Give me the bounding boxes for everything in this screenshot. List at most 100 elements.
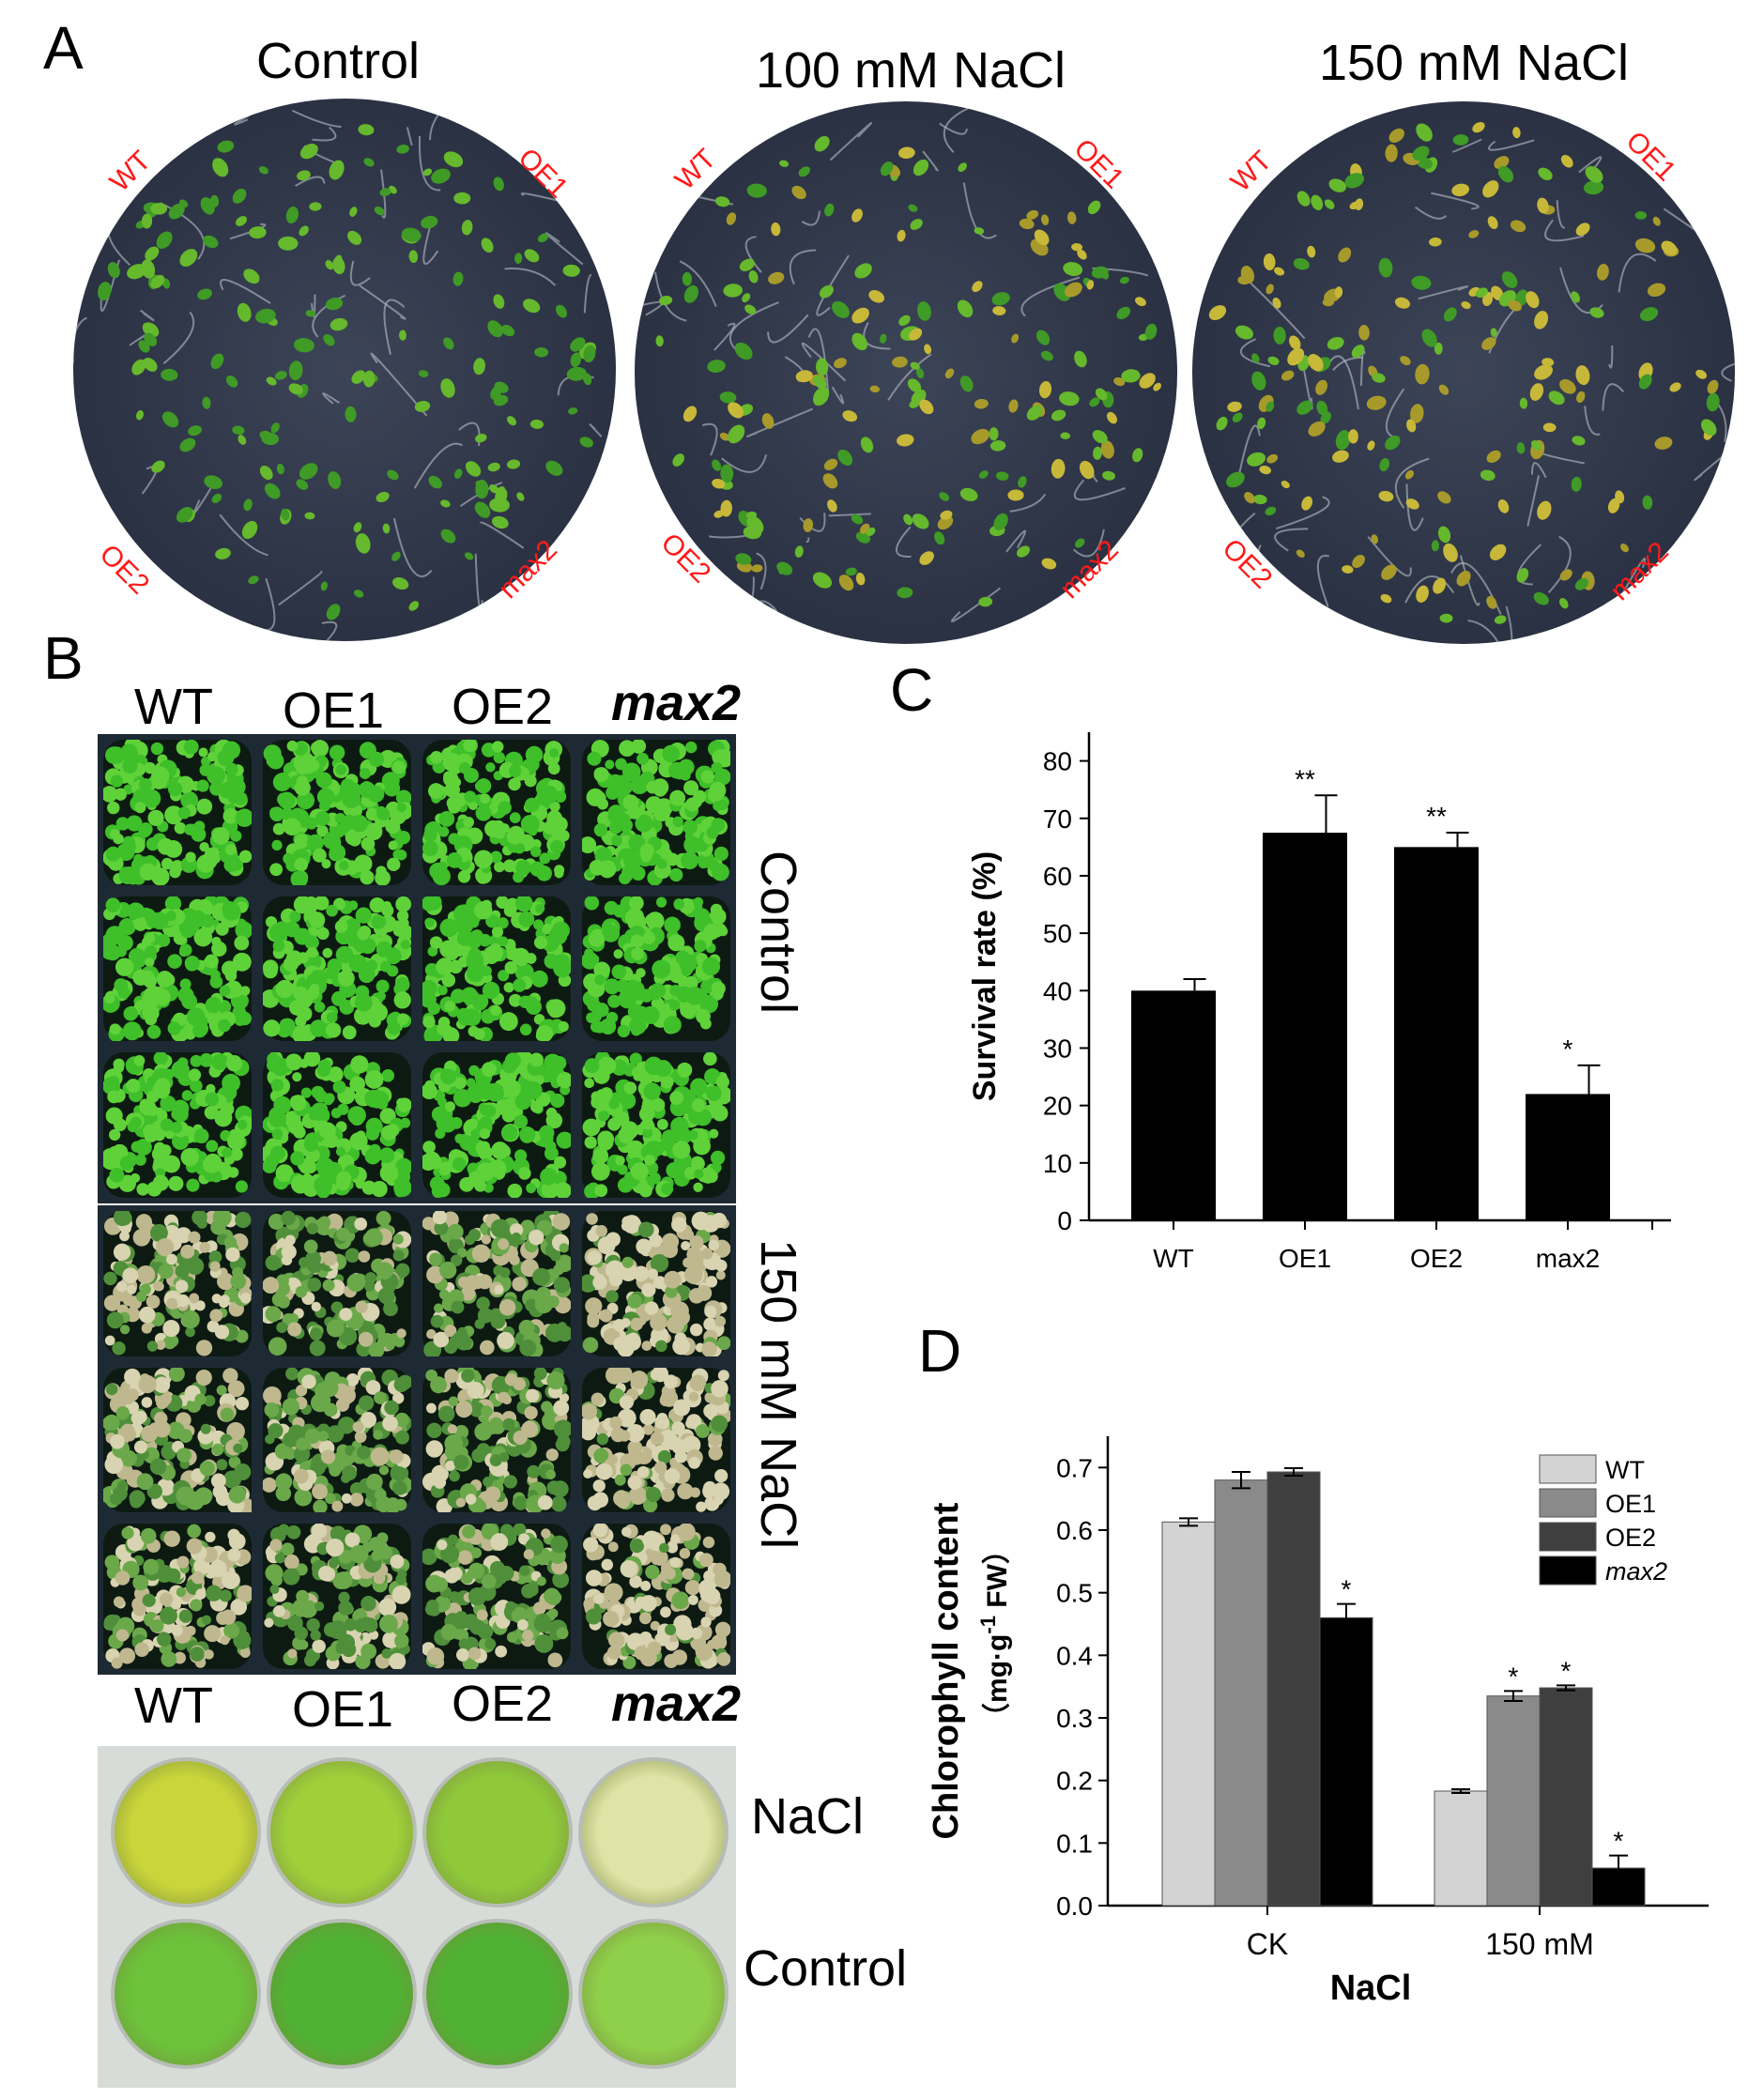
plant-leaf [145, 933, 156, 943]
plant-leaf [389, 1653, 406, 1671]
plant-leaf [107, 801, 120, 815]
plant-leaf [181, 992, 198, 1009]
plant-leaf [376, 1262, 393, 1279]
plant-leaf [700, 979, 714, 994]
plant-leaf [671, 1591, 690, 1610]
seedling-leaf [1071, 243, 1083, 252]
seedling-leaf [1358, 325, 1370, 341]
plant-leaf [551, 1479, 569, 1497]
plant-leaf [158, 1264, 174, 1279]
pot-plants [580, 1365, 732, 1512]
plant-leaf [121, 1526, 134, 1540]
plant-leaf [123, 840, 136, 853]
plant-leaf [133, 917, 147, 931]
pot-plants [261, 1366, 413, 1514]
plant-leaf [460, 1286, 476, 1301]
plant-leaf [433, 1303, 444, 1313]
plant-leaf [650, 1621, 660, 1632]
plant-leaf [549, 748, 560, 758]
plant-leaf [582, 1337, 599, 1354]
plant-leaf [138, 1306, 156, 1324]
seedling-leaf [1074, 350, 1087, 368]
well-control [422, 1919, 573, 2069]
plant-leaf [210, 1562, 224, 1576]
seedling-root [701, 422, 718, 456]
seedling-leaf [1273, 326, 1286, 345]
plant-leaf [628, 1486, 648, 1505]
plant-leaf [287, 1648, 298, 1659]
pot-plants [103, 1207, 253, 1356]
plant-leaf [433, 1331, 450, 1348]
seedling-leaf [514, 253, 523, 265]
plant-leaf [115, 817, 130, 831]
seedling-leaf [1405, 498, 1419, 510]
plant-leaf [533, 1366, 547, 1380]
seedling-leaf [1011, 333, 1020, 344]
plant-leaf [648, 1141, 664, 1157]
plant-leaf [468, 1228, 482, 1242]
plant-leaf [437, 1405, 455, 1422]
plant-leaf [639, 1595, 657, 1613]
plant-leaf [358, 781, 376, 799]
seedling-root [520, 192, 569, 205]
plant-leaf [496, 895, 509, 909]
plant-leaf [713, 801, 723, 811]
plant-leaf [664, 1467, 681, 1484]
plant-leaf [342, 1464, 358, 1480]
plant-leaf [699, 1588, 714, 1602]
plant-leaf [344, 782, 362, 800]
seedling-leaf [135, 409, 145, 421]
plant-leaf [630, 1317, 643, 1331]
plant-leaf [199, 1460, 215, 1477]
plant-leaf [710, 1151, 726, 1166]
plant-leaf [364, 1228, 383, 1247]
seedling-leaf [440, 529, 456, 544]
seedling-root [73, 508, 79, 529]
pot-plants [259, 1210, 412, 1358]
plant-leaf [230, 1599, 248, 1616]
y-tick-label: 20 [1043, 1092, 1072, 1121]
plant-leaf [263, 1386, 282, 1405]
plant-leaf [640, 1581, 652, 1592]
plant-leaf [181, 1310, 200, 1329]
plant-leaf [321, 859, 331, 869]
plant-leaf [392, 1249, 405, 1262]
seedling-root [805, 537, 810, 544]
seedling-leaf [1040, 350, 1053, 361]
seedling-leaf [1293, 258, 1310, 270]
seedling-root [383, 299, 406, 356]
plant-leaf [549, 839, 564, 854]
seedling-leaf [880, 333, 887, 344]
seedling-leaf [1100, 269, 1110, 280]
plant-leaf [628, 895, 644, 911]
seedling-leaf [529, 419, 545, 429]
y-tick-label: 0.5 [1056, 1579, 1093, 1608]
plant-leaf [132, 969, 149, 986]
plant-leaf [546, 998, 566, 1018]
seedling-leaf [1226, 471, 1245, 488]
seedling-leaf [270, 422, 280, 434]
plant-leaf [703, 1403, 718, 1418]
seedling-leaf [916, 368, 925, 379]
seedling-leaf [1235, 325, 1253, 340]
tray-genotype-max2: max2 [610, 675, 742, 731]
plant-leaf [552, 1056, 567, 1071]
plant-leaf [309, 1327, 323, 1341]
plant-leaf [103, 1271, 117, 1286]
plant-leaf [104, 1555, 120, 1570]
plant-leaf [357, 1445, 371, 1460]
plant-leaf [314, 1601, 325, 1612]
plant-leaf [425, 1574, 444, 1593]
seedling-root [1694, 445, 1735, 482]
plant-leaf [481, 965, 492, 976]
plant-leaf [115, 1405, 130, 1420]
seedling-root [1238, 424, 1261, 474]
plant-leaf [205, 1585, 222, 1602]
seedling-root [107, 176, 121, 189]
plant-leaf [679, 1548, 691, 1559]
plant-leaf [610, 810, 629, 829]
plant-leaf [428, 783, 444, 800]
plant-leaf [109, 1023, 121, 1035]
plant-leaf [326, 904, 338, 917]
plant-leaf [299, 1059, 310, 1069]
